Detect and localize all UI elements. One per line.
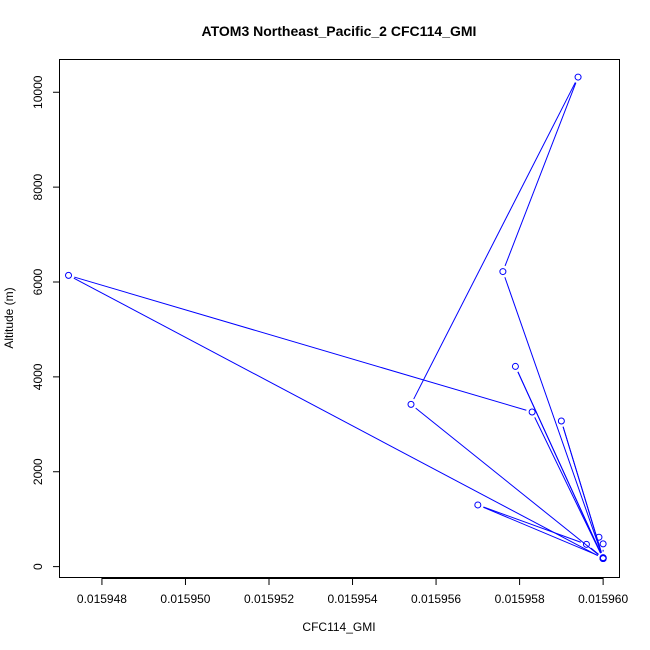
series-segment — [73, 277, 599, 557]
y-tick-label: 8000 — [31, 173, 45, 200]
y-axis-label: Altitude (m) — [2, 287, 16, 348]
series-segment — [483, 506, 598, 556]
x-tick-label: 0.015952 — [244, 592, 294, 606]
x-tick-label: 0.015956 — [411, 592, 461, 606]
series-segment — [413, 82, 576, 400]
data-point — [557, 417, 565, 425]
series-segment — [415, 407, 599, 556]
y-tick-label: 10000 — [31, 75, 45, 109]
data-point — [599, 540, 607, 548]
data-point — [499, 268, 507, 276]
x-tick-label: 0.015958 — [495, 592, 545, 606]
series-lines — [73, 82, 604, 557]
data-point — [65, 271, 73, 279]
series-segment — [562, 426, 602, 553]
series-segment — [517, 371, 602, 554]
x-tick-label: 0.015948 — [77, 592, 127, 606]
data-point — [599, 555, 607, 563]
data-point — [582, 540, 590, 548]
x-tick-label: 0.015950 — [160, 592, 210, 606]
series-segment — [504, 82, 577, 267]
data-point — [528, 408, 536, 416]
x-tick-label: 0.015954 — [327, 592, 377, 606]
x-axis: 0.015948 0.015950 0.015952 0.015954 0.015956… — [77, 578, 628, 606]
y-tick-label: 6000 — [31, 268, 45, 295]
plot-frame — [59, 59, 620, 578]
y-tick-label: 0 — [31, 563, 45, 570]
chart-title: ATOM3 Northeast_Pacific_2 CFC114_GMI — [202, 23, 477, 39]
series-segment — [74, 276, 527, 411]
x-axis-label: CFC114_GMI — [302, 620, 375, 634]
y-tick-label: 4000 — [31, 363, 45, 390]
y-tick-label: 2000 — [31, 458, 45, 485]
data-point — [407, 400, 415, 408]
series-segment — [504, 277, 602, 554]
data-point — [595, 533, 603, 541]
x-tick-label: 0.015960 — [578, 592, 628, 606]
y-axis: 0 2000 4000 6000 8000 10000 — [31, 75, 60, 570]
data-point — [574, 73, 582, 81]
data-point — [511, 362, 519, 370]
series-segment — [483, 506, 581, 543]
data-point — [474, 501, 482, 509]
series-segment — [534, 417, 601, 554]
series-points — [65, 73, 607, 563]
